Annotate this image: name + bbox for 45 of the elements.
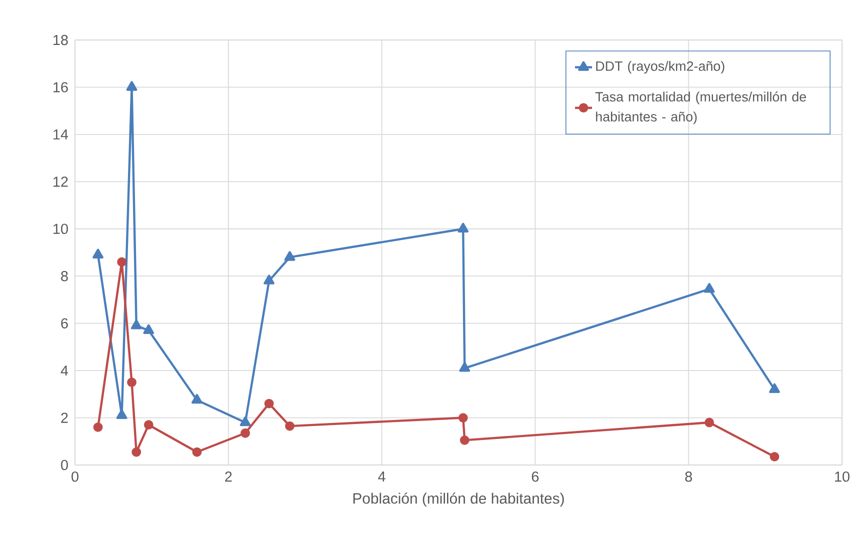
y-tick-label: 6 <box>61 318 68 328</box>
point <box>126 81 138 91</box>
y-tick-label: 8 <box>61 270 68 282</box>
legend-label: DDT (rayos/km2-año) <box>596 61 724 74</box>
point <box>704 418 714 428</box>
y-tick-label: 14 <box>54 129 68 140</box>
point <box>117 257 126 267</box>
point <box>264 398 274 408</box>
y-tick-label: 0 <box>61 460 68 470</box>
point <box>116 409 128 420</box>
point <box>284 251 296 261</box>
point <box>240 428 250 438</box>
x-tick-label: 8 <box>685 472 692 482</box>
point <box>132 447 142 457</box>
x-axis-title: Población (millón de habitantes) <box>353 492 564 507</box>
x-tick-label: 10 <box>835 472 850 482</box>
y-tick-label: 12 <box>54 176 68 187</box>
point <box>192 394 202 404</box>
y-tick-label: 2 <box>61 412 68 423</box>
point <box>144 420 154 430</box>
x-tick-label: 6 <box>532 472 539 482</box>
x-tick-label: 4 <box>378 472 386 482</box>
y-tick-label: 18 <box>54 34 68 46</box>
point <box>458 413 468 422</box>
point <box>93 422 103 432</box>
point <box>130 320 142 330</box>
point <box>92 248 104 258</box>
y-tick-label: 16 <box>54 82 68 92</box>
point <box>460 436 470 445</box>
x-tick-label: 2 <box>225 472 232 482</box>
y-tick-label: 10 <box>54 224 68 234</box>
x-tick-label: 0 <box>72 472 78 482</box>
point <box>127 378 136 388</box>
point <box>192 447 202 457</box>
y-tick-label: 4 <box>60 366 68 376</box>
legend-label: Tasa mortalidad (muertes/millón de habitantes - año) <box>595 92 806 124</box>
point <box>769 383 780 394</box>
point <box>264 274 274 284</box>
point <box>459 362 470 372</box>
point <box>770 452 780 462</box>
point <box>458 222 469 232</box>
point <box>704 282 715 293</box>
point <box>143 324 154 334</box>
point <box>285 421 294 431</box>
point <box>240 416 251 426</box>
